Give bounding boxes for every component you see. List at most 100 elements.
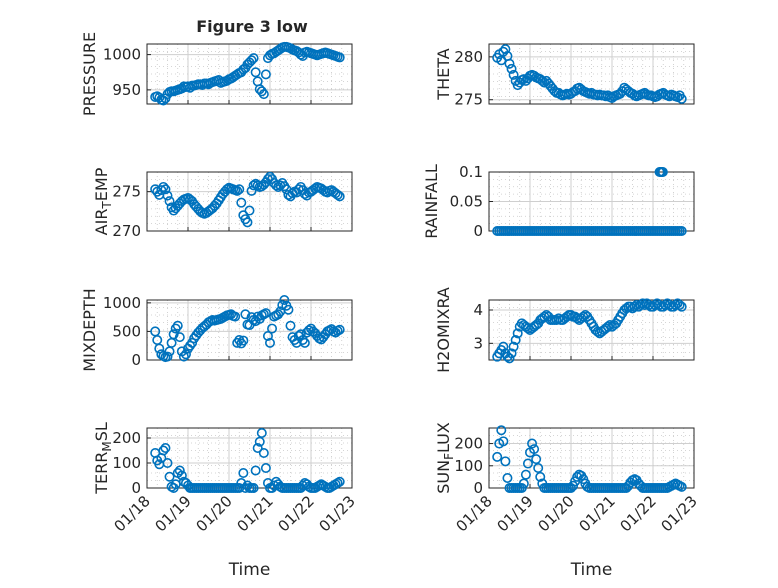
subplot-7: 0 100 200TERRMSL01/1801/1901/2001/2101/220… bbox=[92, 422, 359, 580]
data-point bbox=[295, 329, 306, 340]
data-point bbox=[160, 184, 171, 195]
data-point bbox=[174, 465, 185, 476]
data-point bbox=[522, 323, 533, 334]
y-tick-label: 275 bbox=[454, 91, 483, 109]
data-point bbox=[572, 471, 583, 482]
axes-outline bbox=[146, 43, 353, 105]
data-point bbox=[529, 444, 540, 455]
data-point bbox=[676, 481, 687, 492]
x-tick-label: 01/18 bbox=[453, 492, 496, 535]
data-point bbox=[260, 69, 271, 80]
data-point bbox=[520, 469, 531, 480]
data-point bbox=[496, 425, 507, 436]
data-point bbox=[506, 63, 517, 74]
y-tick-label: 0 bbox=[473, 222, 483, 240]
data-point bbox=[334, 52, 345, 63]
subplot-8: 0 100 200SUNFLUX01/1801/1901/2001/2101/220… bbox=[434, 422, 701, 580]
data-point bbox=[258, 447, 269, 458]
data-point bbox=[236, 197, 247, 208]
data-point bbox=[187, 337, 198, 348]
data-point bbox=[264, 337, 275, 348]
data-point bbox=[252, 311, 263, 322]
x-tick-label: 01/20 bbox=[193, 492, 236, 535]
data-point bbox=[506, 348, 517, 359]
data-point bbox=[158, 181, 169, 192]
y-axis-label: MIXDEPTH bbox=[80, 288, 99, 371]
data-point bbox=[572, 313, 583, 324]
data-point bbox=[504, 58, 515, 69]
data-point bbox=[498, 341, 509, 352]
y-axis-label: SUNFLUX bbox=[434, 422, 456, 494]
data-point bbox=[537, 75, 548, 86]
y-axis-label: TERRMSL bbox=[92, 422, 114, 495]
data-point bbox=[498, 436, 509, 447]
x-tick-label: 01/22 bbox=[617, 492, 660, 535]
data-point bbox=[492, 451, 503, 462]
x-tick-label: 01/21 bbox=[576, 492, 619, 535]
y-tick-label: 0 bbox=[473, 479, 483, 497]
axes-outline bbox=[488, 43, 695, 105]
data-point bbox=[297, 334, 308, 345]
y-axis-label: THETA bbox=[434, 48, 453, 100]
data-point bbox=[174, 332, 185, 343]
data-point bbox=[232, 185, 243, 196]
data-point bbox=[256, 427, 267, 438]
data-point bbox=[164, 471, 175, 482]
x-tick-label: 01/18 bbox=[111, 492, 154, 535]
data-point bbox=[158, 445, 169, 456]
data-point bbox=[248, 482, 259, 493]
data-point bbox=[676, 93, 687, 104]
y-tick-label: 0.1 bbox=[459, 163, 483, 181]
y-tick-label: 100 bbox=[454, 457, 483, 475]
data-point bbox=[637, 298, 648, 309]
data-point bbox=[602, 321, 613, 332]
data-point bbox=[510, 334, 521, 345]
data-point bbox=[262, 330, 273, 341]
y-tick-label: 500 bbox=[112, 322, 141, 340]
data-point bbox=[256, 86, 267, 97]
data-point bbox=[260, 308, 271, 319]
y-tick-label: 4 bbox=[473, 301, 483, 319]
y-axis-label: PRESSURE bbox=[80, 32, 99, 116]
data-point bbox=[500, 456, 511, 467]
y-tick-label: 275 bbox=[112, 183, 141, 201]
data-point bbox=[240, 309, 251, 320]
x-axis-label: Time bbox=[570, 560, 613, 580]
axes-outline bbox=[146, 299, 353, 361]
axes-outline bbox=[146, 171, 353, 232]
data-point bbox=[334, 324, 345, 335]
data-point bbox=[248, 53, 259, 64]
y-tick-label: 280 bbox=[454, 48, 483, 66]
x-tick-label: 01/21 bbox=[234, 492, 277, 535]
data-point bbox=[273, 309, 284, 320]
data-point bbox=[508, 69, 519, 80]
data-point bbox=[676, 226, 687, 237]
y-tick-label: 200 bbox=[454, 435, 483, 453]
data-point bbox=[500, 44, 511, 55]
data-point bbox=[164, 196, 175, 207]
data-point bbox=[230, 311, 241, 322]
x-tick-label: 01/23 bbox=[316, 492, 359, 535]
data-point bbox=[176, 470, 187, 481]
data-point bbox=[674, 299, 685, 310]
data-point bbox=[512, 328, 523, 339]
data-point bbox=[160, 442, 171, 453]
y-tick-label: 1000 bbox=[103, 46, 141, 64]
y-axis-label: RAINFALL bbox=[422, 164, 441, 239]
x-tick-label: 01/19 bbox=[494, 492, 537, 535]
data-point bbox=[250, 465, 261, 476]
data-point bbox=[279, 294, 290, 305]
data-point bbox=[180, 349, 191, 360]
data-point bbox=[285, 320, 296, 331]
y-axis-label: H2OMIXRA bbox=[434, 287, 453, 373]
data-point bbox=[172, 320, 183, 331]
data-point bbox=[535, 471, 546, 482]
data-point bbox=[533, 462, 544, 473]
data-point bbox=[162, 190, 173, 201]
data-point bbox=[629, 301, 640, 312]
